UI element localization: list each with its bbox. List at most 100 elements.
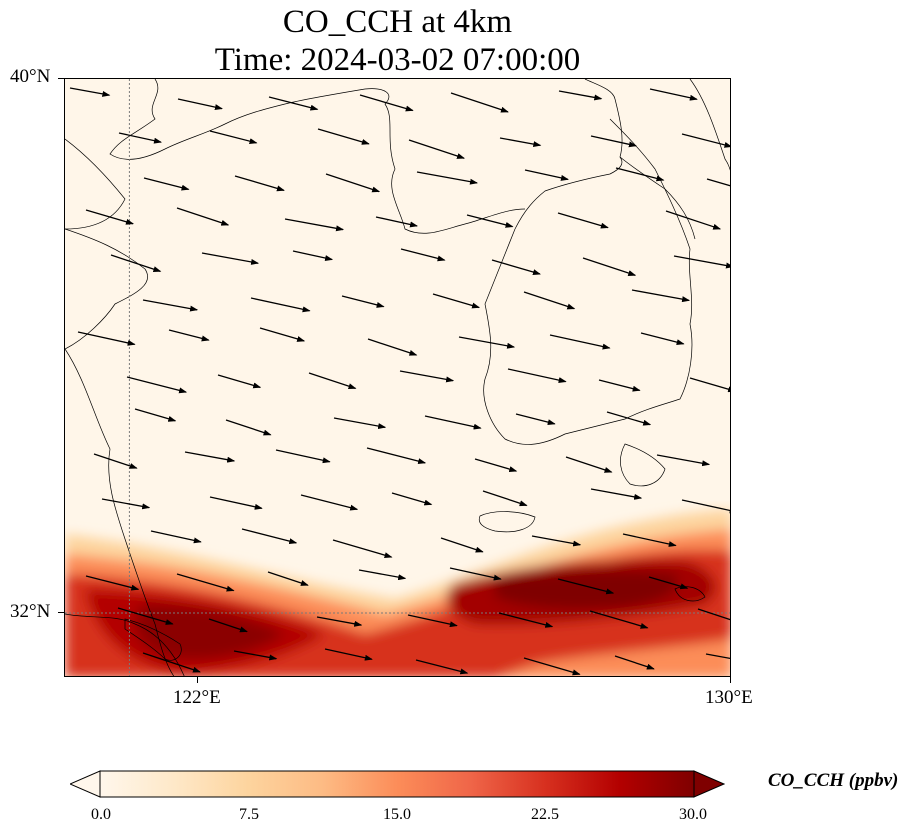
wind-arrow-1	[177, 98, 223, 111]
wind-arrow-47	[640, 332, 685, 346]
wind-arrow-78	[440, 537, 484, 553]
wind-arrow-0	[69, 87, 111, 97]
wind-arrow-24	[375, 216, 419, 228]
coastline-segment-1	[65, 138, 126, 230]
wind-arrow-99	[523, 657, 581, 676]
wind-arrow-61	[93, 453, 138, 469]
colorbar-tick-3: 22.5	[531, 806, 559, 823]
wind-arrow-10	[408, 139, 466, 159]
wind-arrow-92	[498, 612, 554, 628]
wind-arrow-87	[648, 576, 689, 590]
wind-arrow-88	[117, 607, 174, 625]
wind-arrow-81	[85, 575, 140, 591]
wind-arrow-58	[424, 415, 482, 430]
wind-arrow-42	[168, 329, 210, 342]
wind-arrow-17	[416, 171, 478, 185]
wind-arrow-60	[606, 411, 652, 426]
wind-arrow-40	[631, 289, 691, 303]
wind-arrow-75	[150, 530, 202, 544]
lon-tick-130	[730, 677, 731, 683]
wind-arrow-85	[449, 567, 502, 581]
wind-arrow-30	[292, 250, 334, 261]
wind-arrow-36	[250, 297, 311, 313]
wind-arrow-43	[259, 327, 306, 342]
wind-arrow-76	[241, 528, 298, 545]
wind-arrow-27	[665, 210, 722, 230]
wind-arrow-7	[118, 132, 162, 144]
colorbar-tick-0: 0.0	[91, 806, 111, 823]
wind-arrow-31	[400, 248, 446, 262]
wind-arrow-64	[366, 447, 427, 465]
map-title-line-2: Time: 2024-03-02 07:00:00	[214, 42, 581, 78]
wind-arrow-46	[549, 334, 611, 350]
wind-arrow-54	[689, 377, 730, 393]
wind-arrow-2	[268, 96, 319, 111]
lon-tick-122	[197, 677, 198, 683]
wind-arrow-5	[558, 90, 603, 101]
wind-arrow-65	[474, 458, 518, 473]
wind-arrow-8	[209, 130, 258, 145]
lon-tick-label-130: 130°E	[705, 687, 753, 708]
wind-arrow-83	[267, 571, 309, 586]
wind-arrow-63	[275, 449, 331, 464]
wind-arrow-98	[415, 659, 469, 675]
wind-arrow-39	[523, 291, 576, 310]
wind-arrow-74	[681, 499, 730, 514]
wind-arrow-38	[432, 293, 481, 309]
wind-arrow-26	[557, 212, 609, 229]
wind-arrow-72	[482, 490, 528, 507]
wind-arrow-49	[217, 374, 262, 389]
wind-arrow-100	[614, 655, 655, 670]
wind-arrow-93	[589, 610, 649, 629]
lat-tick-label-40: 40°N	[10, 66, 51, 87]
coastline-segment-10	[478, 511, 536, 533]
coastline-segment-2	[65, 228, 148, 350]
wind-arrow-25	[466, 214, 514, 228]
wind-arrow-68	[101, 498, 151, 510]
wind-arrow-19	[615, 167, 665, 182]
wind-arrow-22	[176, 207, 230, 226]
wind-arrow-101	[705, 653, 730, 660]
wind-arrow-69	[209, 496, 263, 510]
wind-arrow-16	[325, 173, 381, 193]
wind-arrow-71	[391, 492, 433, 506]
wind-arrow-95	[142, 652, 201, 673]
lat-tick-32	[58, 612, 64, 613]
colorbar-extend-max	[693, 770, 726, 798]
coastline-segment-12	[124, 618, 182, 661]
wind-arrow-11	[499, 137, 542, 148]
gridlines	[65, 79, 730, 676]
wind-arrow-52	[507, 368, 567, 384]
plume-layer-5	[134, 604, 285, 660]
colorbar-tick-4: 30.0	[679, 806, 707, 823]
colorbar-label: CO_CCH (ppbv)	[768, 770, 899, 791]
wind-arrow-34	[673, 255, 730, 269]
wind-arrow-18	[524, 169, 569, 181]
colorbar	[68, 770, 726, 798]
wind-arrow-28	[110, 254, 162, 273]
wind-arrow-20	[706, 178, 730, 187]
wind-arrow-86	[557, 578, 615, 595]
colorbar-gradient	[99, 770, 695, 798]
map-canvas	[65, 79, 730, 676]
wind-arrow-15	[234, 175, 285, 192]
wind-arrow-12	[590, 135, 637, 148]
wind-arrow-4	[450, 92, 509, 113]
wind-arrow-70	[300, 494, 359, 511]
wind-arrow-90	[316, 616, 363, 627]
wind-arrow-77	[332, 539, 393, 559]
wind-arrow-55	[134, 408, 177, 422]
wind-arrow-82	[176, 573, 235, 592]
wind-arrow-97	[324, 648, 373, 661]
wind-arrow-3	[359, 94, 414, 112]
colorbar-extend-min	[68, 770, 101, 798]
wind-arrow-96	[233, 650, 278, 661]
wind-arrow-56	[225, 419, 272, 436]
wind-vectors	[69, 87, 730, 676]
wind-arrow-6	[649, 88, 698, 101]
lat-tick-40	[58, 78, 64, 79]
coastline-segment-3	[65, 348, 175, 676]
wind-arrow-57	[333, 417, 387, 430]
wind-arrow-48	[126, 376, 188, 394]
plume-layer-6	[495, 570, 678, 609]
